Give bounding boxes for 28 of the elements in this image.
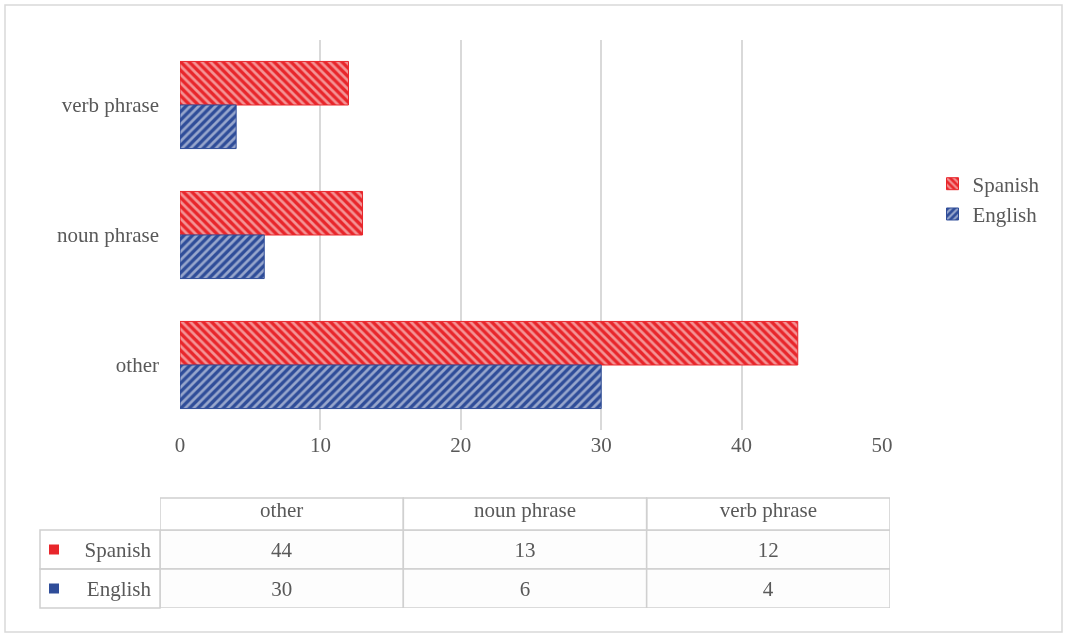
bar: [180, 104, 237, 150]
text: English: [972, 203, 1038, 228]
x-tick-label: 10: [309, 433, 331, 457]
data-label: 30: [271, 576, 293, 601]
x-tick-label: verb phrase: [719, 497, 818, 522]
y-tick-label: Spanish: [84, 537, 152, 562]
data-label: 12: [757, 537, 779, 562]
data-label: 4: [762, 576, 774, 601]
x-tick-label: 50: [871, 433, 893, 457]
y-tick-label: other: [115, 353, 159, 378]
data-label: 44: [270, 537, 293, 562]
y-tick-label: verb phrase: [61, 93, 159, 118]
x-tick-label: 20: [450, 433, 472, 457]
x-tick-label: other: [260, 497, 304, 522]
y-tick-label: noun phrase: [56, 223, 159, 248]
bar: [180, 364, 602, 410]
y-tick-label: English: [86, 576, 152, 601]
x-tick-label: 30: [590, 433, 612, 457]
bar: [180, 320, 799, 366]
x-tick-label: 40: [731, 433, 753, 457]
text: Spanish: [972, 172, 1040, 197]
x-tick-label: noun phrase: [473, 497, 577, 522]
bar: [180, 190, 364, 236]
x-tick-label: 0: [174, 433, 186, 457]
data-label: 13: [514, 537, 536, 562]
bar: [180, 234, 265, 280]
bar: [180, 60, 349, 106]
data-label: 6: [519, 576, 531, 601]
